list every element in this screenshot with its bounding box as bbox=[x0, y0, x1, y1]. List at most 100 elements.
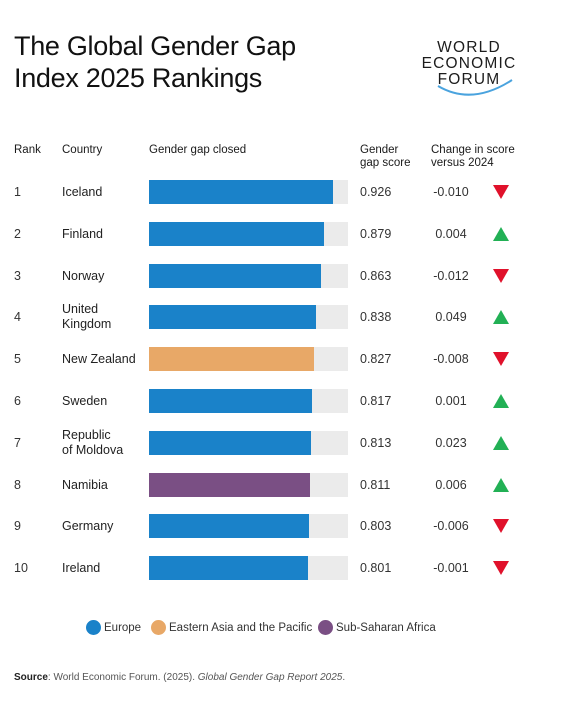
change-label: 0.001 bbox=[435, 394, 467, 408]
table-row: 10 Ireland 0.801 -0.001 bbox=[0, 555, 569, 581]
triangle-up-icon bbox=[493, 435, 509, 450]
score-label: 0.838 bbox=[360, 310, 392, 325]
bar-3 bbox=[149, 263, 321, 288]
change-label: -0.006 bbox=[433, 519, 469, 534]
country-label-line: Ireland bbox=[62, 561, 101, 576]
change-label: -0.001 bbox=[433, 561, 469, 576]
rank-label: 3 bbox=[14, 268, 21, 283]
header-score-line-1: Gender bbox=[360, 144, 399, 156]
triangle-down-icon bbox=[493, 268, 509, 283]
triangle-down-icon bbox=[493, 561, 509, 576]
country-label: Germany bbox=[62, 519, 142, 534]
table-row: 2 Finland 0.879 0.004 bbox=[0, 221, 569, 247]
rank-label: 8 bbox=[14, 477, 21, 492]
country-label: Ireland bbox=[62, 561, 142, 576]
title-line-1: The Global Gender Gap bbox=[14, 31, 296, 61]
country-label: Iceland bbox=[62, 185, 142, 200]
bar-10 bbox=[149, 556, 309, 581]
table-row: 7 Republic of Moldova 0.813 0.023 bbox=[0, 428, 569, 458]
score-label: 0.817 bbox=[360, 394, 392, 408]
triangle-up-icon bbox=[493, 477, 509, 492]
change-label: 0.004 bbox=[435, 226, 467, 241]
country-label-line: Norway bbox=[62, 268, 105, 283]
change-direction-mark bbox=[493, 226, 509, 241]
chart-legend: Europe Eastern Asia and the Pacific Sub-Sa… bbox=[0, 620, 569, 636]
source-label: Source bbox=[14, 672, 48, 683]
score-label: 0.801 bbox=[360, 561, 392, 576]
triangle-up-icon bbox=[493, 226, 509, 241]
header-change-line-1: Change in score bbox=[431, 144, 515, 156]
country-label-line: United bbox=[62, 302, 99, 317]
country-label: Norway bbox=[62, 269, 142, 284]
change-label: -0.008 bbox=[433, 352, 469, 367]
change-label: -0.010 bbox=[433, 185, 469, 199]
change-label: 0.049 bbox=[435, 310, 467, 325]
table-row: 1 Iceland 0.926 -0.010 bbox=[0, 179, 569, 205]
triangle-down-icon bbox=[493, 352, 509, 367]
legend-item: Europe bbox=[104, 622, 142, 634]
score-label: 0.811 bbox=[360, 477, 391, 492]
rank-label: 9 bbox=[14, 519, 21, 534]
country-label-line: Namibia bbox=[62, 477, 108, 492]
header-change-line-2: versus 2024 bbox=[431, 157, 494, 169]
score-label: 0.879 bbox=[360, 226, 392, 241]
header-score: Gender gap score bbox=[360, 144, 411, 170]
header-change: Change in score versus 2024 bbox=[431, 144, 515, 170]
score-label: 0.813 bbox=[360, 435, 392, 450]
table-row: 4 United Kingdom 0.838 0.049 bbox=[0, 302, 569, 332]
change-direction-mark bbox=[493, 561, 509, 576]
score-label: 0.863 bbox=[360, 268, 392, 283]
source-note: Source: World Economic Forum. (2025). Gl… bbox=[14, 672, 345, 683]
score-label: 0.803 bbox=[360, 519, 392, 534]
title-line-2: Index 2025 Rankings bbox=[14, 63, 262, 93]
rank-label: 7 bbox=[14, 435, 21, 450]
country-label: Republic of Moldova bbox=[62, 428, 142, 458]
legend-swatch bbox=[151, 620, 166, 635]
score-label: 0.926 bbox=[360, 185, 392, 199]
bar-2 bbox=[149, 221, 324, 246]
country-label-line: Kingdom bbox=[62, 317, 112, 332]
table-row: 3 Norway 0.863 -0.012 bbox=[0, 263, 569, 289]
country-label: Sweden bbox=[62, 394, 142, 409]
triangle-down-icon bbox=[493, 519, 509, 534]
bar-7 bbox=[149, 430, 311, 455]
change-direction-mark bbox=[493, 185, 509, 199]
logo-line-3: FORUM bbox=[437, 71, 501, 88]
table-row: 5 New Zealand 0.827 -0.008 bbox=[0, 346, 569, 372]
source-text: : World Economic Forum. (2025). bbox=[47, 672, 198, 683]
change-direction-mark bbox=[493, 519, 509, 534]
legend-swatch bbox=[318, 620, 333, 635]
country-label-line: of Moldova bbox=[62, 442, 124, 457]
country-label-line: Finland bbox=[62, 226, 103, 241]
country-label-line: Iceland bbox=[62, 185, 103, 199]
country-label: Finland bbox=[62, 227, 142, 242]
bar-1 bbox=[149, 180, 334, 204]
bar-6 bbox=[149, 389, 312, 413]
country-label: New Zealand bbox=[62, 352, 142, 367]
header-score-line-2: gap score bbox=[360, 157, 411, 169]
legend-item: Sub-Saharan Africa bbox=[336, 622, 436, 634]
source-end: . bbox=[342, 672, 346, 683]
rank-label: 4 bbox=[14, 310, 21, 325]
country-label-line: Sweden bbox=[62, 394, 108, 408]
logo-line-2: ECONOMIC bbox=[421, 55, 517, 72]
change-direction-mark bbox=[493, 477, 509, 492]
change-direction-mark bbox=[493, 352, 509, 367]
change-label: 0.006 bbox=[435, 477, 467, 492]
header-rank: Rank bbox=[14, 144, 41, 156]
legend-item: Eastern Asia and the Pacific bbox=[169, 622, 313, 634]
wef-logo: WORLD ECONOMIC FORUM bbox=[414, 40, 524, 104]
triangle-up-icon bbox=[493, 394, 509, 408]
logo-arc-icon bbox=[437, 79, 513, 96]
country-label-line: Germany bbox=[62, 519, 114, 534]
change-label: 0.023 bbox=[435, 435, 467, 450]
header-country: Country bbox=[62, 144, 103, 156]
change-direction-mark bbox=[493, 268, 509, 283]
country-label-line: New Zealand bbox=[62, 352, 136, 367]
bar-8 bbox=[149, 472, 311, 497]
change-label: -0.012 bbox=[433, 268, 469, 283]
table-row: 9 Germany 0.803 -0.006 bbox=[0, 513, 569, 539]
triangle-down-icon bbox=[493, 185, 509, 199]
country-label: Namibia bbox=[62, 478, 142, 493]
page-title: The Global Gender Gap Index 2025 Ranking… bbox=[14, 30, 374, 94]
